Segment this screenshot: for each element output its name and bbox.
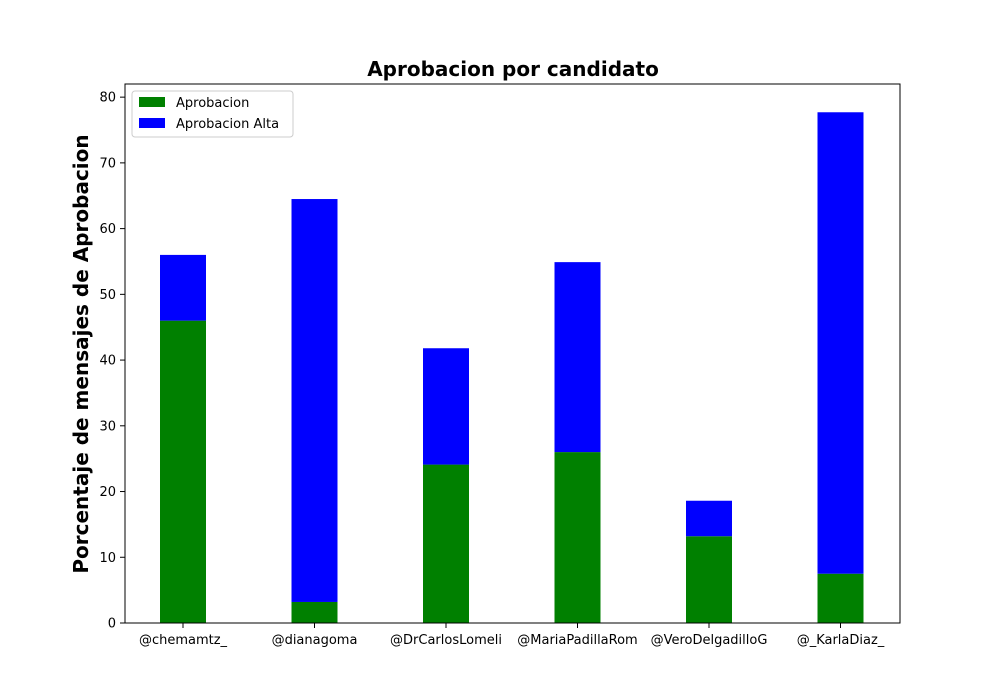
y-tick-label: 40 [99,354,116,369]
y-tick-label: 10 [99,551,116,566]
y-tick-label: 20 [99,485,116,500]
legend: Aprobacion Aprobacion Alta [131,90,294,138]
x-tick-label: @dianagoma [272,633,358,648]
bar-aprobacion-dianagoma [291,601,338,623]
bar-aprobacion-alta-drcarloslomeli [423,348,469,465]
bar-aprobacion-verodelgadillog [686,536,732,623]
bar-aprobacion-alta-verodelgadillog [686,500,732,537]
x-axis-ticks: @chemamtz_ @dianagoma @DrCarlosLomeli @Mari… [139,623,885,648]
y-axis-ticks: 0 10 20 30 40 50 60 70 80 [99,91,125,632]
bar-aprobacion-alta-dianagoma [291,199,338,602]
x-tick-label: @_KarlaDiaz_ [797,633,885,648]
legend-swatch-aprobacion-alta [139,118,165,128]
y-tick-label: 80 [99,91,116,106]
legend-label-aprobacion-alta: Aprobacion Alta [176,117,279,132]
legend-swatch-aprobacion [139,97,165,107]
y-tick-label: 50 [99,288,116,303]
bar-aprobacion-chemamtz [160,320,206,623]
legend-box [131,90,294,138]
bars [160,112,864,623]
y-tick-label: 60 [99,222,116,237]
y-tick-label: 30 [99,419,116,434]
bar-aprobacion-alta-karladiaz [817,112,864,574]
y-tick-label: 0 [108,617,116,632]
bar-aprobacion-alta-mariapadillarom [554,262,601,453]
y-tick-label: 70 [99,156,116,171]
bar-aprobacion-alta-chemamtz [160,254,206,321]
bar-aprobacion-karladiaz [817,573,864,623]
x-tick-label: @MariaPadillaRom [517,633,637,648]
bar-aprobacion-mariapadillarom [554,452,601,623]
x-tick-label: @VeroDelgadilloG [651,633,768,648]
bar-aprobacion-drcarloslomeli [423,464,469,623]
y-axis-label: Porcentaje de mensajes de Aprobacion [69,134,93,573]
chart-title: Aprobacion por candidato [367,57,659,81]
x-tick-label: @chemamtz_ [139,633,228,648]
legend-label-aprobacion: Aprobacion [176,96,249,111]
x-tick-label: @DrCarlosLomeli [390,633,502,648]
plot-frame [124,83,901,624]
